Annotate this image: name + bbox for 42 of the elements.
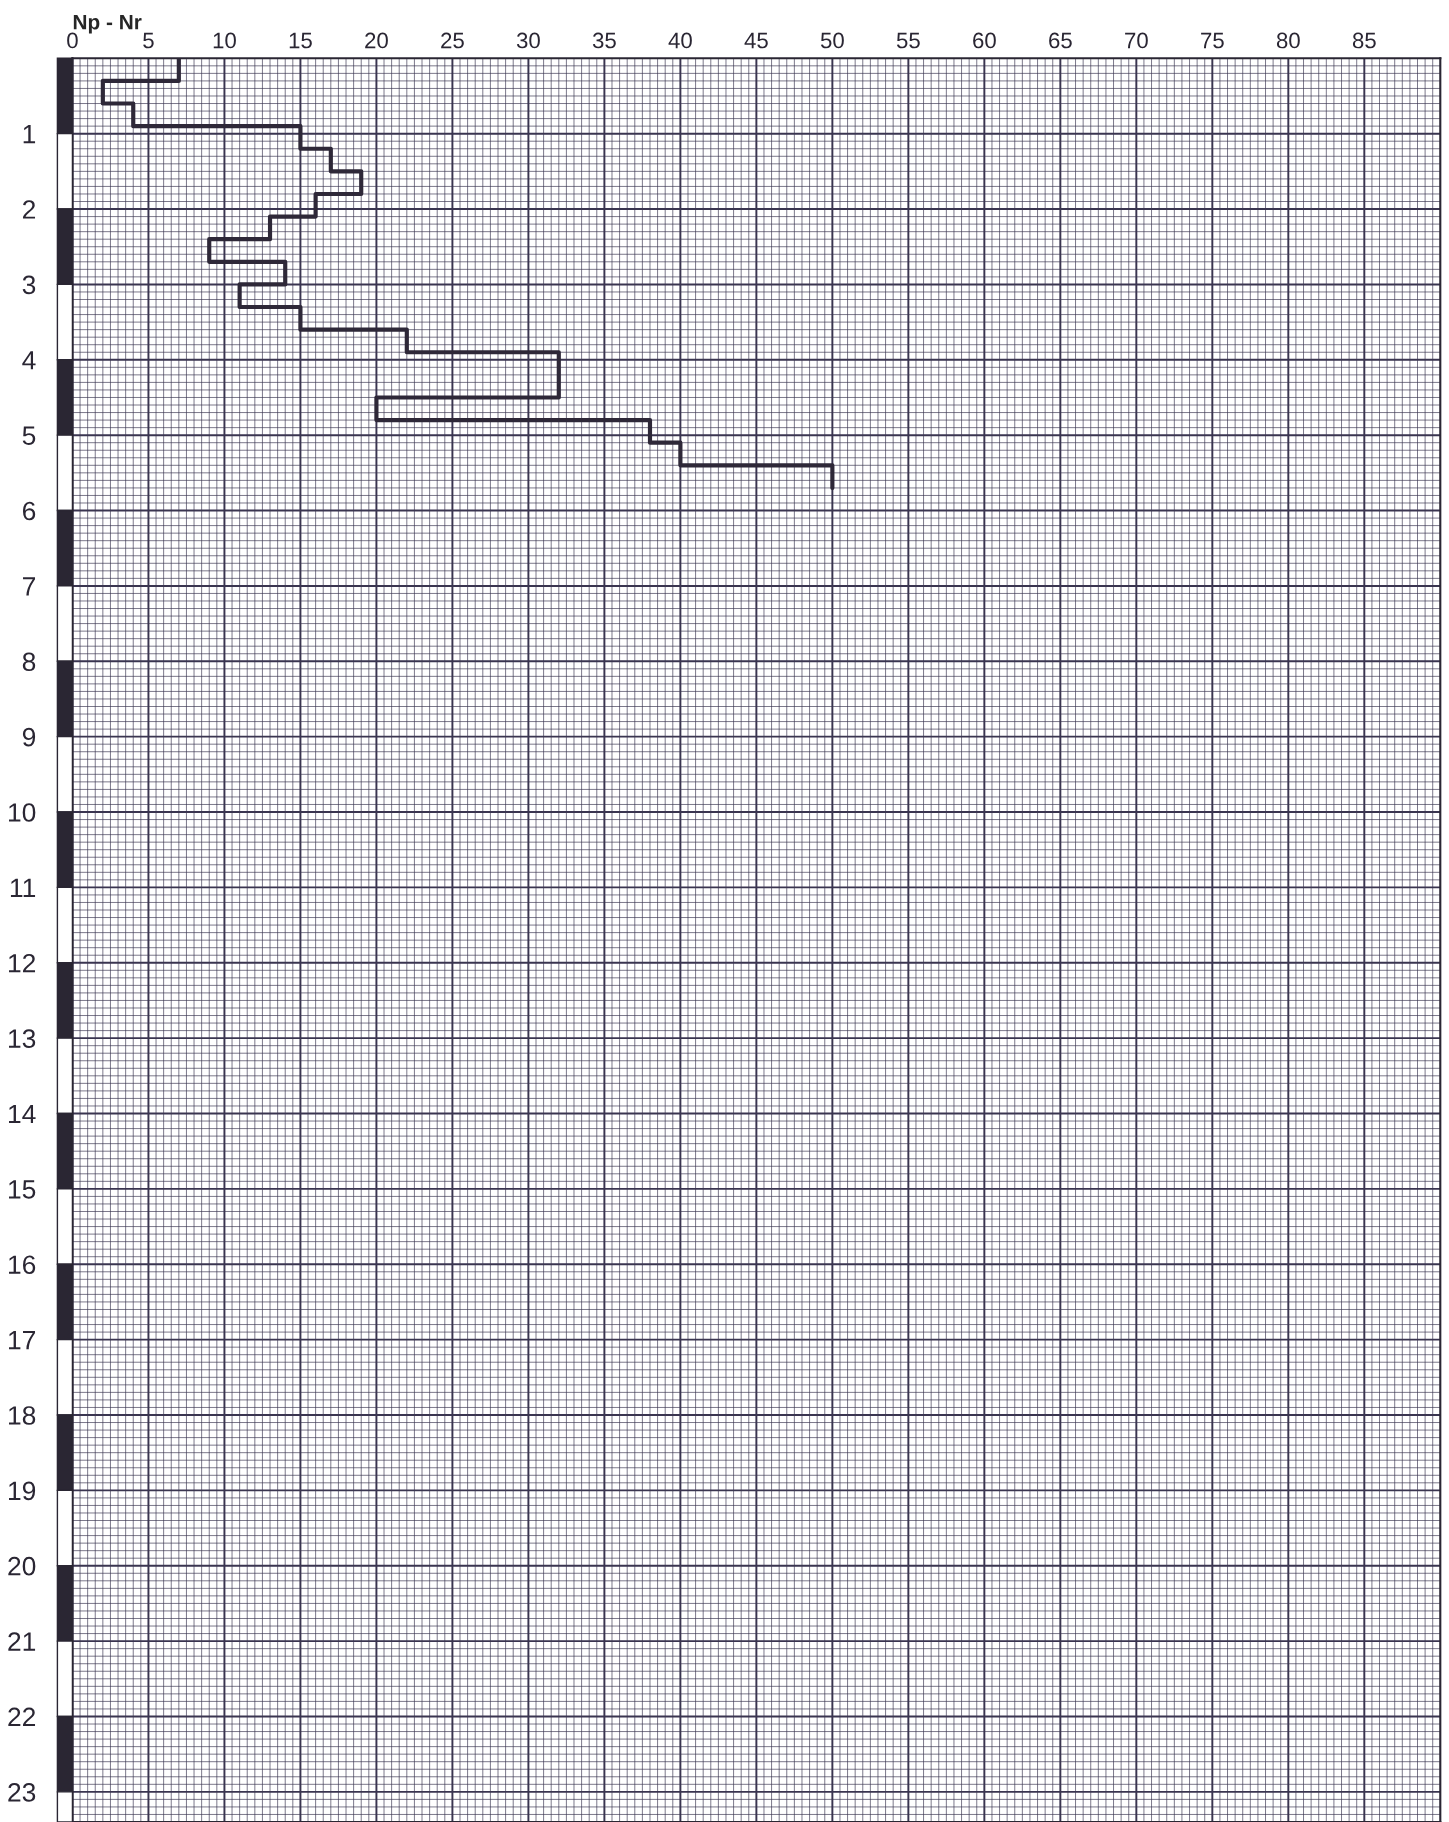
y-tick-label: 2 bbox=[22, 200, 36, 219]
y-tick-label: 19 bbox=[9, 1481, 36, 1501]
x-tick-label: 75 bbox=[1201, 32, 1224, 49]
y-tick-label: 10 bbox=[9, 803, 36, 822]
y-tick-label: 21 bbox=[8, 1632, 36, 1651]
x-tick-label: 10 bbox=[213, 32, 236, 49]
x-axis-title: Np - Nr bbox=[73, 14, 142, 34]
x-tick-label: 70 bbox=[1125, 32, 1148, 49]
y-tick-label: 16 bbox=[9, 1255, 36, 1275]
y-tick-label: 4 bbox=[22, 351, 36, 370]
y-tick-label: 8 bbox=[22, 652, 36, 672]
x-tick-label: 55 bbox=[896, 32, 920, 49]
x-tick-label: 85 bbox=[1352, 32, 1376, 49]
x-tick-label: 5 bbox=[143, 32, 154, 49]
y-tick-label: 1 bbox=[23, 125, 36, 144]
x-tick-label: 20 bbox=[365, 32, 388, 49]
x-tick-label: 65 bbox=[1049, 32, 1072, 49]
y-tick-label: 20 bbox=[8, 1556, 36, 1576]
y-tick-label: 17 bbox=[9, 1331, 36, 1350]
y-tick-label: 23 bbox=[8, 1782, 36, 1802]
y-tick-label: 14 bbox=[9, 1104, 36, 1124]
x-tick-label: 0 bbox=[67, 32, 78, 49]
y-tick-label: 7 bbox=[23, 577, 36, 596]
x-tick-label: 80 bbox=[1276, 32, 1300, 49]
x-tick-label: 30 bbox=[516, 32, 540, 49]
y-tick-label: 6 bbox=[23, 501, 36, 521]
y-tick-label: 9 bbox=[22, 727, 36, 747]
x-tick-label: 50 bbox=[820, 32, 844, 49]
y-tick-label: 13 bbox=[9, 1029, 36, 1048]
x-tick-label: 60 bbox=[973, 32, 996, 49]
y-tick-label: 15 bbox=[9, 1180, 36, 1199]
y-tick-label: 12 bbox=[9, 953, 36, 973]
y-tick-label: 11 bbox=[10, 878, 36, 897]
y-tick-label: 5 bbox=[22, 426, 36, 445]
y-tick-label: 18 bbox=[9, 1406, 36, 1425]
x-tick-label: 25 bbox=[441, 32, 464, 49]
x-tick-label: 15 bbox=[289, 32, 312, 49]
y-tick-label: 3 bbox=[22, 275, 36, 295]
x-tick-label: 40 bbox=[668, 32, 692, 49]
x-tick-label: 45 bbox=[744, 32, 768, 49]
y-tick-label: 22 bbox=[8, 1707, 36, 1727]
x-tick-label: 35 bbox=[592, 32, 616, 49]
